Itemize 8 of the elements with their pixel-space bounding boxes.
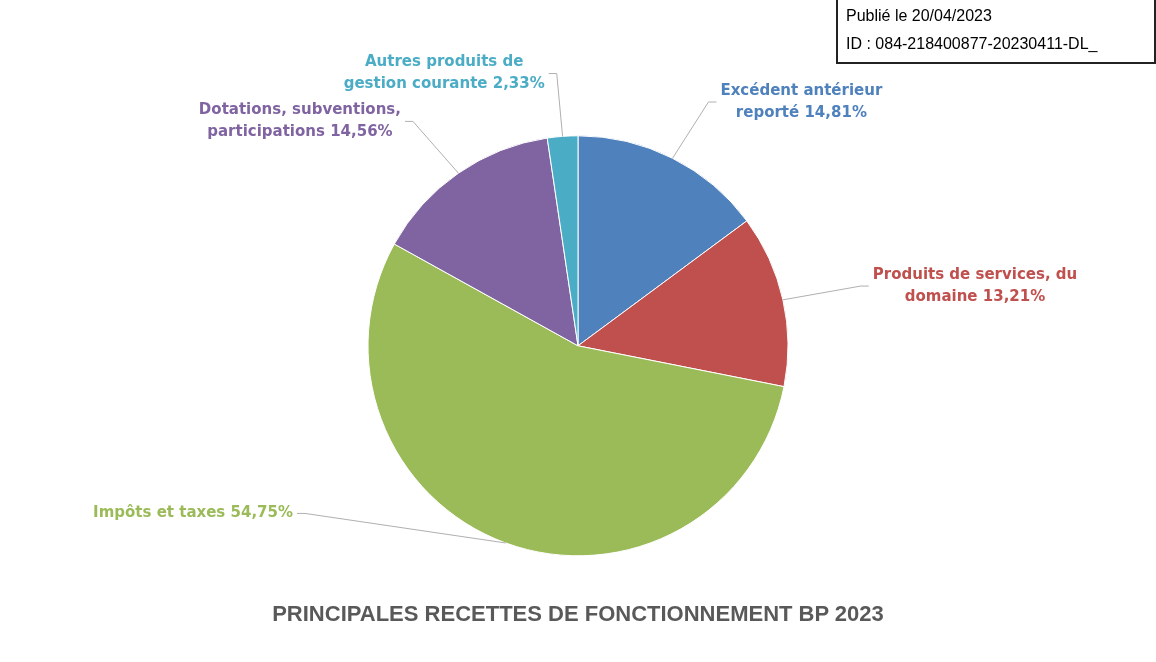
slice-label: Autres produits de gestion courante 2,33%	[343, 52, 545, 93]
slice-label: Excédent antérieur reporté 14,81%	[720, 80, 883, 121]
slice-label: Dotations, subventions, participations 14,56%	[198, 100, 401, 141]
text: PRINCIPALES RECETTES DE FONCTIONNEMENT BP 2023	[272, 600, 884, 626]
slice-label: Impôts et taxes 54,75%	[93, 503, 294, 522]
text: Publié le 20/04/2023	[846, 6, 993, 26]
slice-label: Produits de services, du domaine 13,21%	[872, 264, 1078, 305]
text: ID : 084-218400877-20230411-DL_	[846, 34, 1099, 54]
